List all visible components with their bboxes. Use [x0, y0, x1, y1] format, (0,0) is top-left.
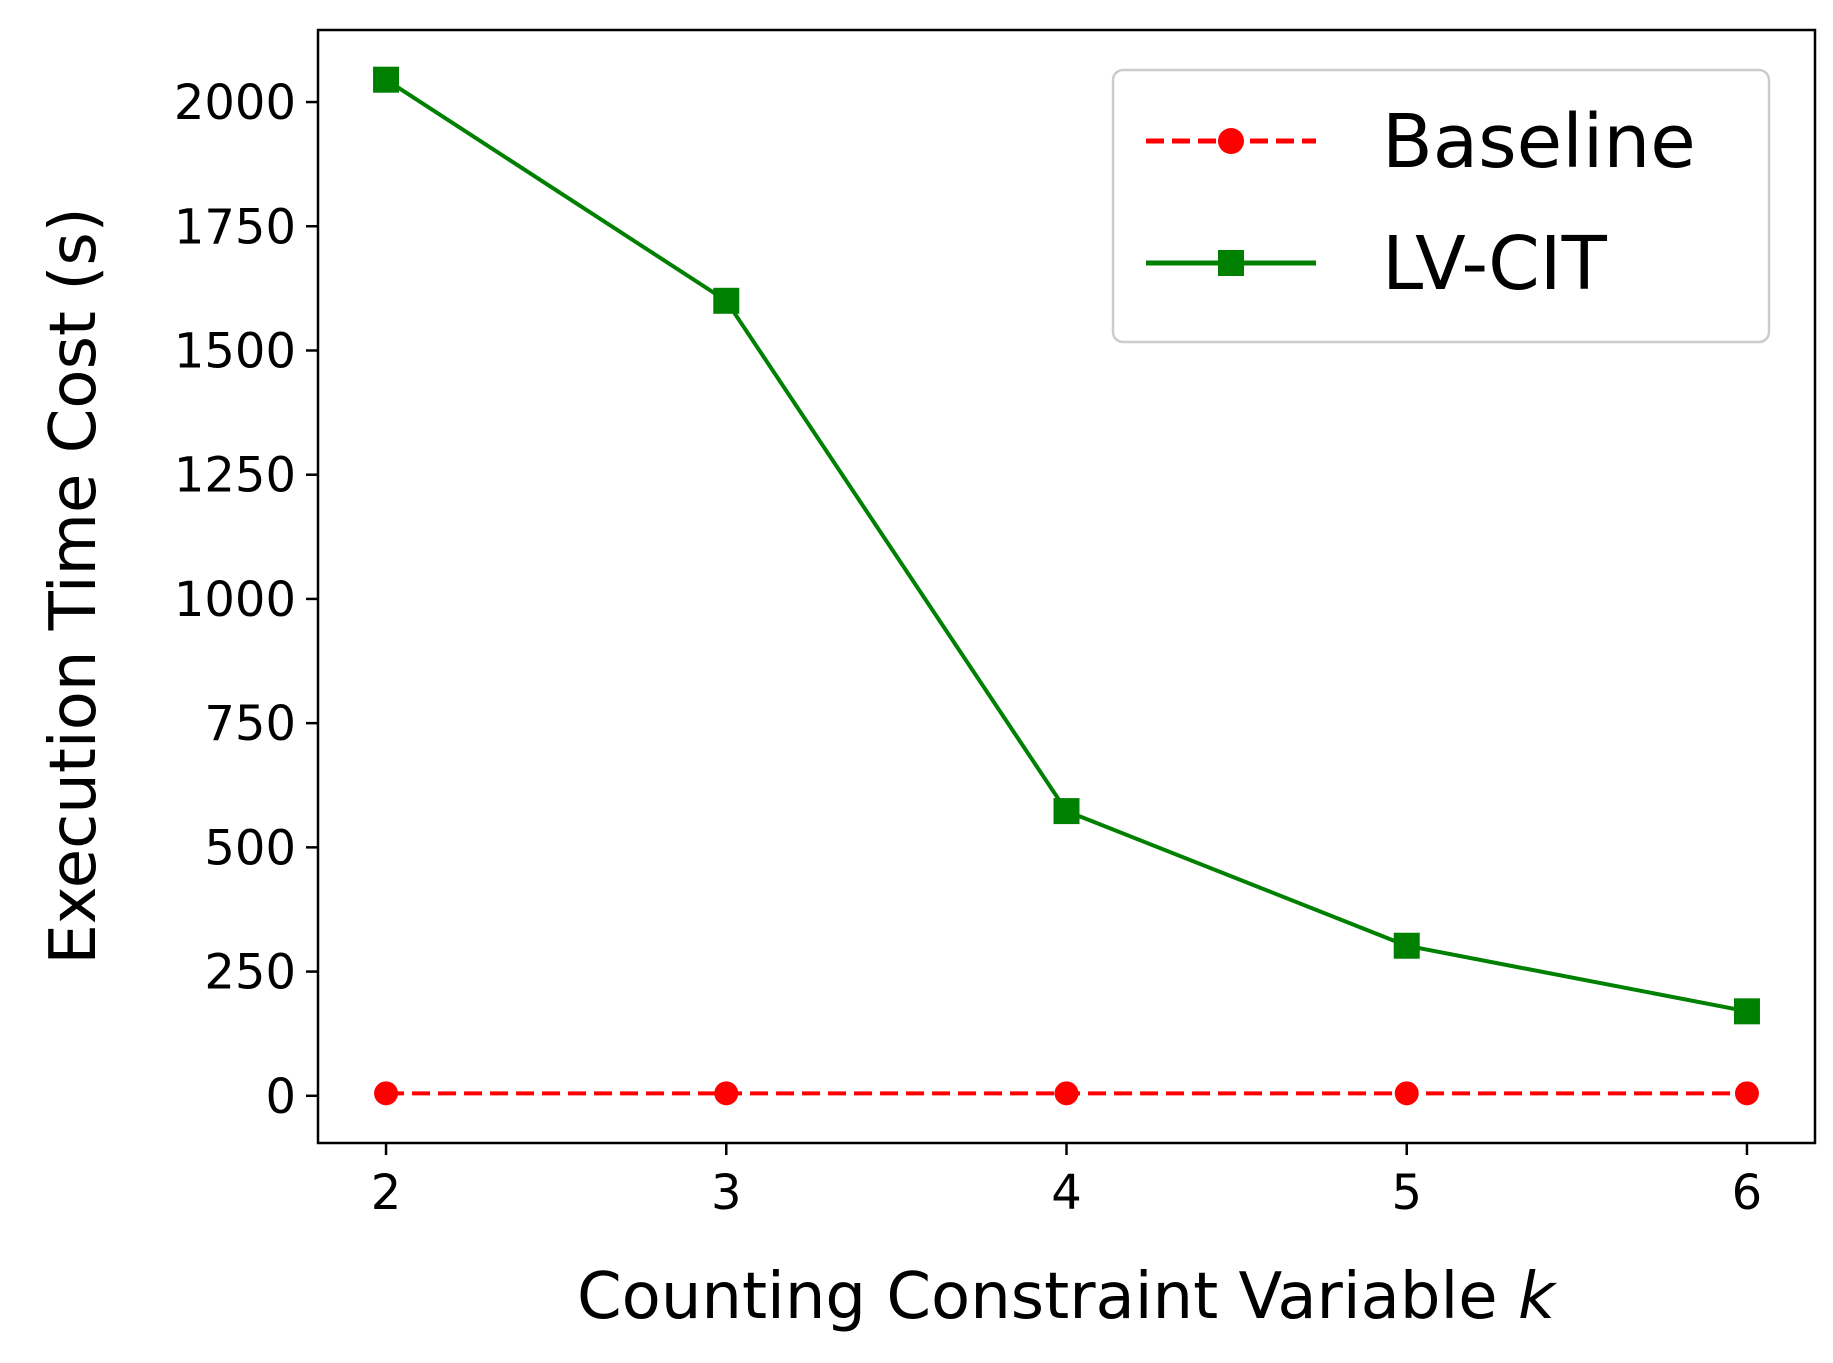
- data-point-lv-cit: [1053, 798, 1080, 825]
- legend-entry-baseline: Baseline: [1146, 99, 1696, 185]
- data-point-baseline: [1054, 1081, 1079, 1106]
- y-tick-label: 1500: [174, 323, 296, 379]
- series-lv-cit: [373, 66, 1760, 1025]
- y-axis-label: Execution Time Cost (s): [37, 207, 111, 964]
- data-point-lv-cit: [373, 66, 400, 93]
- legend-box: [1111, 68, 1771, 344]
- x-tick-label: 4: [1051, 1165, 1082, 1221]
- series-layer: [373, 66, 1760, 1106]
- data-point-baseline: [1734, 1081, 1759, 1106]
- data-point-lv-cit: [1733, 998, 1760, 1025]
- x-axis-label-text: Counting Constraint Variable: [577, 1260, 1498, 1334]
- y-tick-label: 750: [204, 696, 296, 752]
- legend-baseline-marker: [1218, 128, 1244, 154]
- data-point-baseline: [714, 1081, 739, 1106]
- x-tick-label: 6: [1732, 1165, 1763, 1221]
- series-baseline: [374, 1081, 1759, 1106]
- data-point-lv-cit: [1393, 932, 1420, 959]
- y-tick-label: 1250: [174, 448, 296, 504]
- data-point-lv-cit: [713, 287, 740, 314]
- y-tick-label: 0: [265, 1069, 296, 1125]
- data-point-baseline: [374, 1081, 399, 1106]
- x-axis-label-variable: k: [1518, 1260, 1558, 1334]
- x-axis: 2 3 4 5 6: [371, 1143, 1762, 1221]
- y-axis: 0 250 500 750 1000 1250 1500 1750 2000: [174, 75, 318, 1125]
- y-tick-label: 1750: [174, 199, 296, 255]
- legend-baseline-label: Baseline: [1382, 99, 1696, 185]
- x-tick-label: 2: [371, 1165, 402, 1221]
- legend-lv-cit-label: LV-CIT: [1382, 221, 1608, 307]
- x-axis-label: Counting Constraint Variable k: [577, 1260, 1558, 1334]
- legend-lv-cit-marker: [1218, 250, 1244, 276]
- x-tick-label: 5: [1391, 1165, 1422, 1221]
- x-tick-label: 3: [711, 1165, 742, 1221]
- y-tick-label: 250: [204, 945, 296, 1001]
- data-point-baseline: [1394, 1081, 1419, 1106]
- y-tick-label: 500: [204, 820, 296, 876]
- legend-entry-lv-cit: LV-CIT: [1146, 221, 1608, 307]
- legend: Baseline LV-CIT: [1111, 68, 1771, 344]
- y-tick-label: 1000: [174, 572, 296, 628]
- y-tick-label: 2000: [174, 75, 296, 131]
